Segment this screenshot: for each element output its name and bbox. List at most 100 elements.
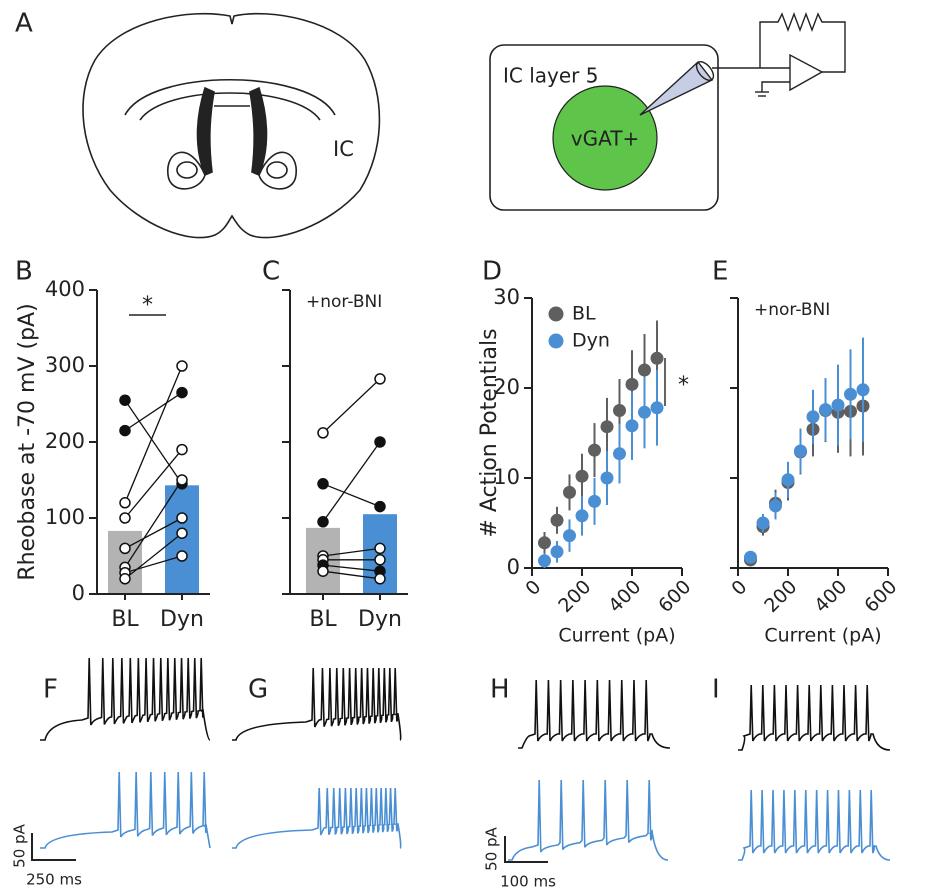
slice-label: IC layer 5	[503, 64, 598, 88]
y-tick-label: 200	[45, 429, 85, 453]
cell-point	[374, 542, 386, 555]
cell-point	[119, 573, 131, 585]
pair-line	[124, 555, 183, 574]
cell-point	[374, 554, 386, 566]
x-tick-label: 600	[654, 576, 695, 617]
point	[550, 513, 564, 527]
voltage-trace	[40, 657, 211, 741]
pair-line	[322, 570, 381, 580]
x-tick-label: 200	[760, 576, 801, 617]
scale-label: 100 ms	[500, 873, 556, 891]
voltage-trace	[518, 679, 671, 749]
point	[756, 516, 770, 530]
pair-line	[124, 399, 183, 485]
cell-point	[176, 443, 188, 456]
pair-line	[322, 378, 381, 434]
point	[831, 398, 845, 412]
significance: *	[678, 373, 689, 398]
cell-point	[119, 394, 131, 406]
pair-line	[124, 449, 183, 519]
voltage-trace	[508, 779, 669, 861]
x-tick-label: BL	[111, 607, 139, 632]
brain-slice	[82, 12, 381, 239]
point	[781, 473, 795, 487]
voltage-trace	[232, 667, 402, 741]
scale-bars	[31, 833, 548, 863]
cell-point	[374, 573, 386, 585]
pair-line	[124, 392, 183, 432]
panel-label: G	[248, 675, 268, 705]
point	[613, 404, 626, 417]
point	[794, 444, 807, 458]
point	[806, 410, 820, 424]
amplifier-circuit	[639, 12, 846, 116]
x-tick-label: 200	[554, 576, 595, 617]
point	[575, 469, 589, 483]
point	[769, 499, 782, 513]
voltage-trace	[738, 789, 891, 861]
point	[856, 383, 870, 397]
point	[538, 536, 551, 550]
point	[650, 351, 664, 365]
cell-point	[119, 497, 131, 509]
point	[600, 471, 614, 485]
point	[563, 529, 576, 543]
voltage-trace	[232, 787, 402, 849]
pair-line	[322, 564, 381, 572]
voltage-trace	[738, 684, 891, 751]
cell-point	[176, 550, 188, 562]
x-tick-label: Dyn	[358, 607, 402, 632]
slice-box	[489, 44, 719, 211]
y-tick-label: 30	[493, 285, 520, 309]
scale-label: 250 ms	[26, 871, 82, 889]
scale-label: 50 pA	[11, 823, 29, 867]
voltage-trace	[40, 771, 211, 849]
legend-marker	[548, 333, 564, 349]
x-axis-label: Current (pA)	[764, 625, 881, 647]
x-tick-label: 600	[860, 576, 901, 617]
y-tick-label: 100	[45, 505, 85, 529]
x-axis-label: Current (pA)	[558, 625, 675, 647]
y-tick-label: 400	[45, 277, 85, 301]
significance: *	[142, 293, 153, 318]
point	[638, 363, 651, 377]
pair-line	[322, 547, 381, 557]
cell-point	[317, 427, 329, 439]
cell-point	[176, 386, 188, 399]
point	[819, 403, 832, 417]
point	[844, 387, 857, 401]
pair-line	[322, 441, 381, 523]
x-tick-label: BL	[309, 607, 337, 632]
cell-point	[317, 565, 329, 577]
cell	[552, 85, 658, 191]
point	[625, 419, 639, 433]
panel-label: H	[490, 675, 510, 705]
legend-label: BL	[572, 303, 596, 325]
cell-point	[317, 516, 329, 528]
scale-label: 50 pA	[483, 826, 501, 870]
x-tick-label: 0	[521, 576, 545, 600]
cell-label: vGAT+	[571, 127, 639, 151]
panel-label: C	[262, 257, 280, 287]
pair-line	[124, 365, 183, 504]
point	[600, 420, 614, 434]
point	[613, 447, 626, 461]
cell-point	[374, 436, 386, 448]
point	[625, 377, 639, 391]
pair-line	[322, 483, 381, 508]
cell-point	[317, 478, 329, 490]
panel-label: D	[482, 257, 502, 287]
x-tick-label: Dyn	[160, 607, 204, 632]
cell-point	[176, 360, 188, 372]
panel-label: A	[15, 9, 33, 39]
x-tick-label: 0	[727, 576, 751, 600]
point	[638, 405, 651, 419]
x-tick-label: 400	[604, 576, 645, 617]
point	[538, 554, 551, 568]
region-label: IC	[333, 137, 354, 161]
annotation: +nor-BNI	[754, 300, 830, 320]
point	[650, 401, 664, 415]
x-tick-label: 400	[810, 576, 851, 617]
y-tick-label: 10	[493, 465, 520, 489]
panel-label: B	[15, 257, 33, 287]
